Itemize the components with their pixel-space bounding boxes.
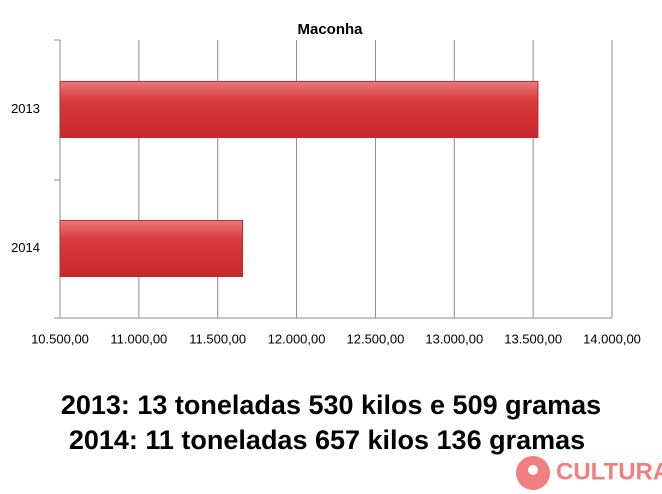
- logo: CULTURA: [516, 456, 662, 490]
- x-tick-label: 12.000,00: [268, 331, 326, 346]
- annotation: 2014: 11 toneladas 657 kilos 136 gramas: [69, 425, 585, 455]
- x-tick-label: 11.500,00: [189, 331, 246, 346]
- x-tick-label: 13.500,00: [504, 331, 562, 346]
- logo-icon-dot: [528, 465, 538, 475]
- y-tick-label: 2013: [11, 101, 40, 116]
- x-tick-label: 13.000,00: [425, 331, 483, 346]
- x-tick-label: 14.000,00: [583, 331, 641, 346]
- chart-title: Maconha: [297, 21, 363, 38]
- bar: [59, 220, 243, 277]
- watermark: CULTURA: [556, 458, 662, 485]
- annotation: 2013: 13 toneladas 530 kilos e 509 grama…: [61, 390, 601, 420]
- x-tick-label: 12.500,00: [347, 331, 405, 346]
- x-tick-label: 10.500,00: [31, 331, 89, 346]
- bar: [59, 81, 539, 138]
- x-tick-label: 11.000,00: [110, 331, 167, 346]
- y-tick-label: 2014: [11, 240, 40, 255]
